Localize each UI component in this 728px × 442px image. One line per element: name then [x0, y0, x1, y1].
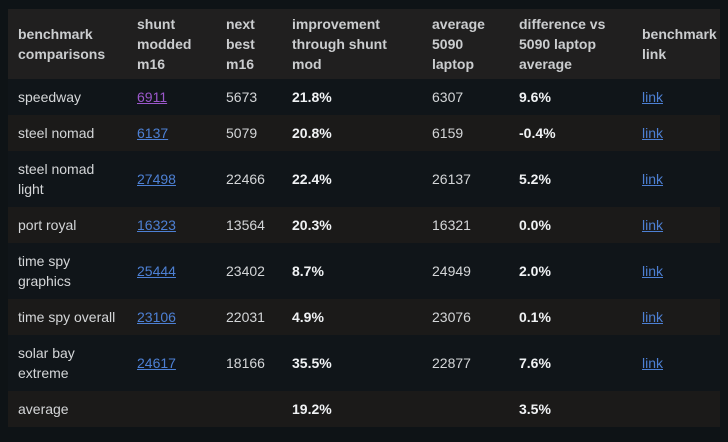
- col-header-next-best-m16: next best m16: [216, 9, 282, 79]
- next-best-cell: 5673: [216, 79, 282, 115]
- benchmark-link[interactable]: link: [642, 309, 664, 325]
- difference-cell: -0.4%: [509, 115, 632, 151]
- col-header-average-5090-laptop: average 5090 laptop: [422, 9, 509, 79]
- shunt-score-cell: 23106: [127, 299, 216, 335]
- benchmark-link-cell: [632, 391, 720, 427]
- benchmark-link[interactable]: link: [642, 217, 664, 233]
- average-5090-cell: 16321: [422, 207, 509, 243]
- average-5090-cell: 22877: [422, 335, 509, 391]
- shunt-score-link[interactable]: 24617: [137, 355, 176, 371]
- benchmark-link[interactable]: link: [642, 125, 664, 141]
- difference-cell: 5.2%: [509, 151, 632, 207]
- improvement-cell: 22.4%: [282, 151, 422, 207]
- improvement-cell: 20.8%: [282, 115, 422, 151]
- table-header-row: benchmark comparisons shunt modded m16 n…: [8, 9, 720, 79]
- average-5090-cell: 23076: [422, 299, 509, 335]
- benchmark-link-cell: link: [632, 151, 720, 207]
- difference-cell: 0.1%: [509, 299, 632, 335]
- difference-cell: 7.6%: [509, 335, 632, 391]
- table-row-port-royal: port royal 16323 13564 20.3% 16321 0.0% …: [8, 207, 720, 243]
- difference-cell: 2.0%: [509, 243, 632, 299]
- table-row-time-spy-overall: time spy overall 23106 22031 4.9% 23076 …: [8, 299, 720, 335]
- table-row-steel-nomad: steel nomad 6137 5079 20.8% 6159 -0.4% l…: [8, 115, 720, 151]
- table-row-time-spy-graphics: time spy graphics 25444 23402 8.7% 24949…: [8, 243, 720, 299]
- improvement-cell: 35.5%: [282, 335, 422, 391]
- shunt-score-link[interactable]: 6911: [137, 89, 168, 105]
- benchmark-name-cell: port royal: [8, 207, 127, 243]
- benchmark-link[interactable]: link: [642, 171, 664, 187]
- average-5090-cell: 6159: [422, 115, 509, 151]
- next-best-cell: 23402: [216, 243, 282, 299]
- shunt-score-link[interactable]: 25444: [137, 263, 176, 279]
- improvement-cell: 19.2%: [282, 391, 422, 427]
- benchmark-link-cell: link: [632, 79, 720, 115]
- average-5090-cell: [422, 391, 509, 427]
- table-row-solar-bay-extreme: solar bay extreme 24617 18166 35.5% 2287…: [8, 335, 720, 391]
- benchmark-comparison-table: benchmark comparisons shunt modded m16 n…: [8, 9, 720, 427]
- shunt-score-cell: 16323: [127, 207, 216, 243]
- shunt-score-cell: [127, 391, 216, 427]
- benchmark-link-cell: link: [632, 243, 720, 299]
- shunt-score-cell: 27498: [127, 151, 216, 207]
- benchmark-name-cell: time spy graphics: [8, 243, 127, 299]
- shunt-score-link[interactable]: 27498: [137, 171, 176, 187]
- shunt-score-cell: 24617: [127, 335, 216, 391]
- benchmark-link[interactable]: link: [642, 263, 664, 279]
- table-row-average: average 19.2% 3.5%: [8, 391, 720, 427]
- benchmark-name-cell: time spy overall: [8, 299, 127, 335]
- average-5090-cell: 26137: [422, 151, 509, 207]
- benchmark-name-cell: average: [8, 391, 127, 427]
- next-best-cell: 13564: [216, 207, 282, 243]
- difference-cell: 0.0%: [509, 207, 632, 243]
- benchmark-link-cell: link: [632, 115, 720, 151]
- average-5090-cell: 24949: [422, 243, 509, 299]
- table-row-steel-nomad-light: steel nomad light 27498 22466 22.4% 2613…: [8, 151, 720, 207]
- shunt-score-cell: 6911: [127, 79, 216, 115]
- next-best-cell: 18166: [216, 335, 282, 391]
- difference-cell: 9.6%: [509, 79, 632, 115]
- benchmark-link-cell: link: [632, 207, 720, 243]
- shunt-score-cell: 6137: [127, 115, 216, 151]
- table-row-speedway: speedway 6911 5673 21.8% 6307 9.6% link: [8, 79, 720, 115]
- next-best-cell: [216, 391, 282, 427]
- benchmark-link[interactable]: link: [642, 355, 664, 371]
- next-best-cell: 5079: [216, 115, 282, 151]
- improvement-cell: 20.3%: [282, 207, 422, 243]
- shunt-score-link[interactable]: 23106: [137, 309, 176, 325]
- average-5090-cell: 6307: [422, 79, 509, 115]
- col-header-improvement-through-shunt-mod: improvement through shunt mod: [282, 9, 422, 79]
- col-header-benchmark-comparisons: benchmark comparisons: [8, 9, 127, 79]
- next-best-cell: 22466: [216, 151, 282, 207]
- difference-cell: 3.5%: [509, 391, 632, 427]
- benchmark-name-cell: speedway: [8, 79, 127, 115]
- next-best-cell: 22031: [216, 299, 282, 335]
- benchmark-link-cell: link: [632, 299, 720, 335]
- col-header-benchmark-link: benchmark link: [632, 9, 720, 79]
- improvement-cell: 4.9%: [282, 299, 422, 335]
- benchmark-name-cell: steel nomad light: [8, 151, 127, 207]
- improvement-cell: 8.7%: [282, 243, 422, 299]
- shunt-score-link[interactable]: 6137: [137, 125, 169, 141]
- benchmark-name-cell: solar bay extreme: [8, 335, 127, 391]
- col-header-shunt-modded-m16: shunt modded m16: [127, 9, 216, 79]
- benchmark-link-cell: link: [632, 335, 720, 391]
- shunt-score-cell: 25444: [127, 243, 216, 299]
- benchmark-name-cell: steel nomad: [8, 115, 127, 151]
- shunt-score-link[interactable]: 16323: [137, 217, 176, 233]
- col-header-difference-vs-5090-laptop-average: difference vs 5090 laptop average: [509, 9, 632, 79]
- benchmark-link[interactable]: link: [642, 89, 664, 105]
- improvement-cell: 21.8%: [282, 79, 422, 115]
